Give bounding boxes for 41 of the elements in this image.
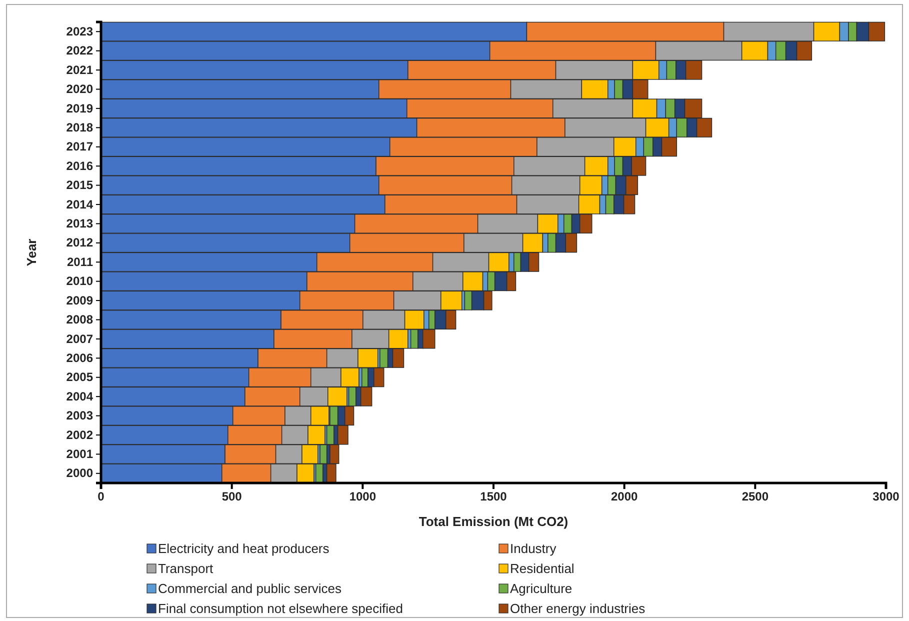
- y-tick-label: 2015: [66, 178, 94, 192]
- x-tick-label: 0: [98, 490, 105, 504]
- y-tick-label: 2018: [66, 120, 94, 134]
- legend-label: Industry: [510, 541, 557, 556]
- y-tick-label: 2013: [66, 216, 94, 231]
- x-tick-label: 1000: [349, 490, 376, 504]
- y-tick-label: 2002: [66, 428, 94, 442]
- y-tick-label: 2007: [66, 332, 94, 346]
- y-tick-label: 2017: [66, 140, 94, 154]
- legend-label: Other energy industries: [510, 601, 646, 616]
- y-tick-label: 2016: [66, 158, 94, 173]
- y-tick-label: 2005: [66, 370, 94, 384]
- y-tick-label: 2010: [66, 274, 94, 288]
- y-tick-label: 2004: [66, 389, 94, 404]
- y-tick-label: 2012: [66, 236, 94, 250]
- y-tick-label: 2022: [66, 44, 94, 58]
- y-tick-label: 2011: [66, 254, 94, 269]
- y-tick-label: 2009: [66, 293, 94, 308]
- legend-label: Final consumption not elsewhere specified: [158, 601, 403, 616]
- y-tick-label: 2001: [66, 447, 94, 462]
- legend-label: Commercial and public services: [158, 581, 342, 596]
- x-tick-label: 2000: [610, 490, 638, 504]
- legend-label: Residential: [510, 561, 574, 576]
- legend-label: Electricity and heat producers: [158, 541, 330, 556]
- y-tick-label: 2019: [66, 101, 94, 116]
- legend-label: Agriculture: [510, 581, 572, 596]
- x-tick-label: 1500: [480, 490, 508, 504]
- y-tick-label: 2023: [66, 24, 94, 38]
- y-tick-label: 2008: [66, 312, 94, 327]
- y-tick-label: 2021: [66, 62, 94, 77]
- legend-label: Transport: [158, 561, 214, 576]
- y-tick-label: 2000: [66, 466, 94, 480]
- y-tick-label: 2014: [66, 197, 94, 212]
- x-axis-title: Total Emission (Mt CO2): [418, 514, 568, 529]
- y-tick-label: 2003: [66, 408, 94, 423]
- y-axis-title: Year: [24, 238, 39, 266]
- x-tick-label: 2500: [742, 490, 769, 504]
- y-tick-label: 2006: [66, 350, 94, 365]
- x-tick-label: 3000: [872, 490, 900, 504]
- y-tick-label: 2020: [66, 82, 94, 96]
- x-tick-label: 500: [222, 490, 242, 504]
